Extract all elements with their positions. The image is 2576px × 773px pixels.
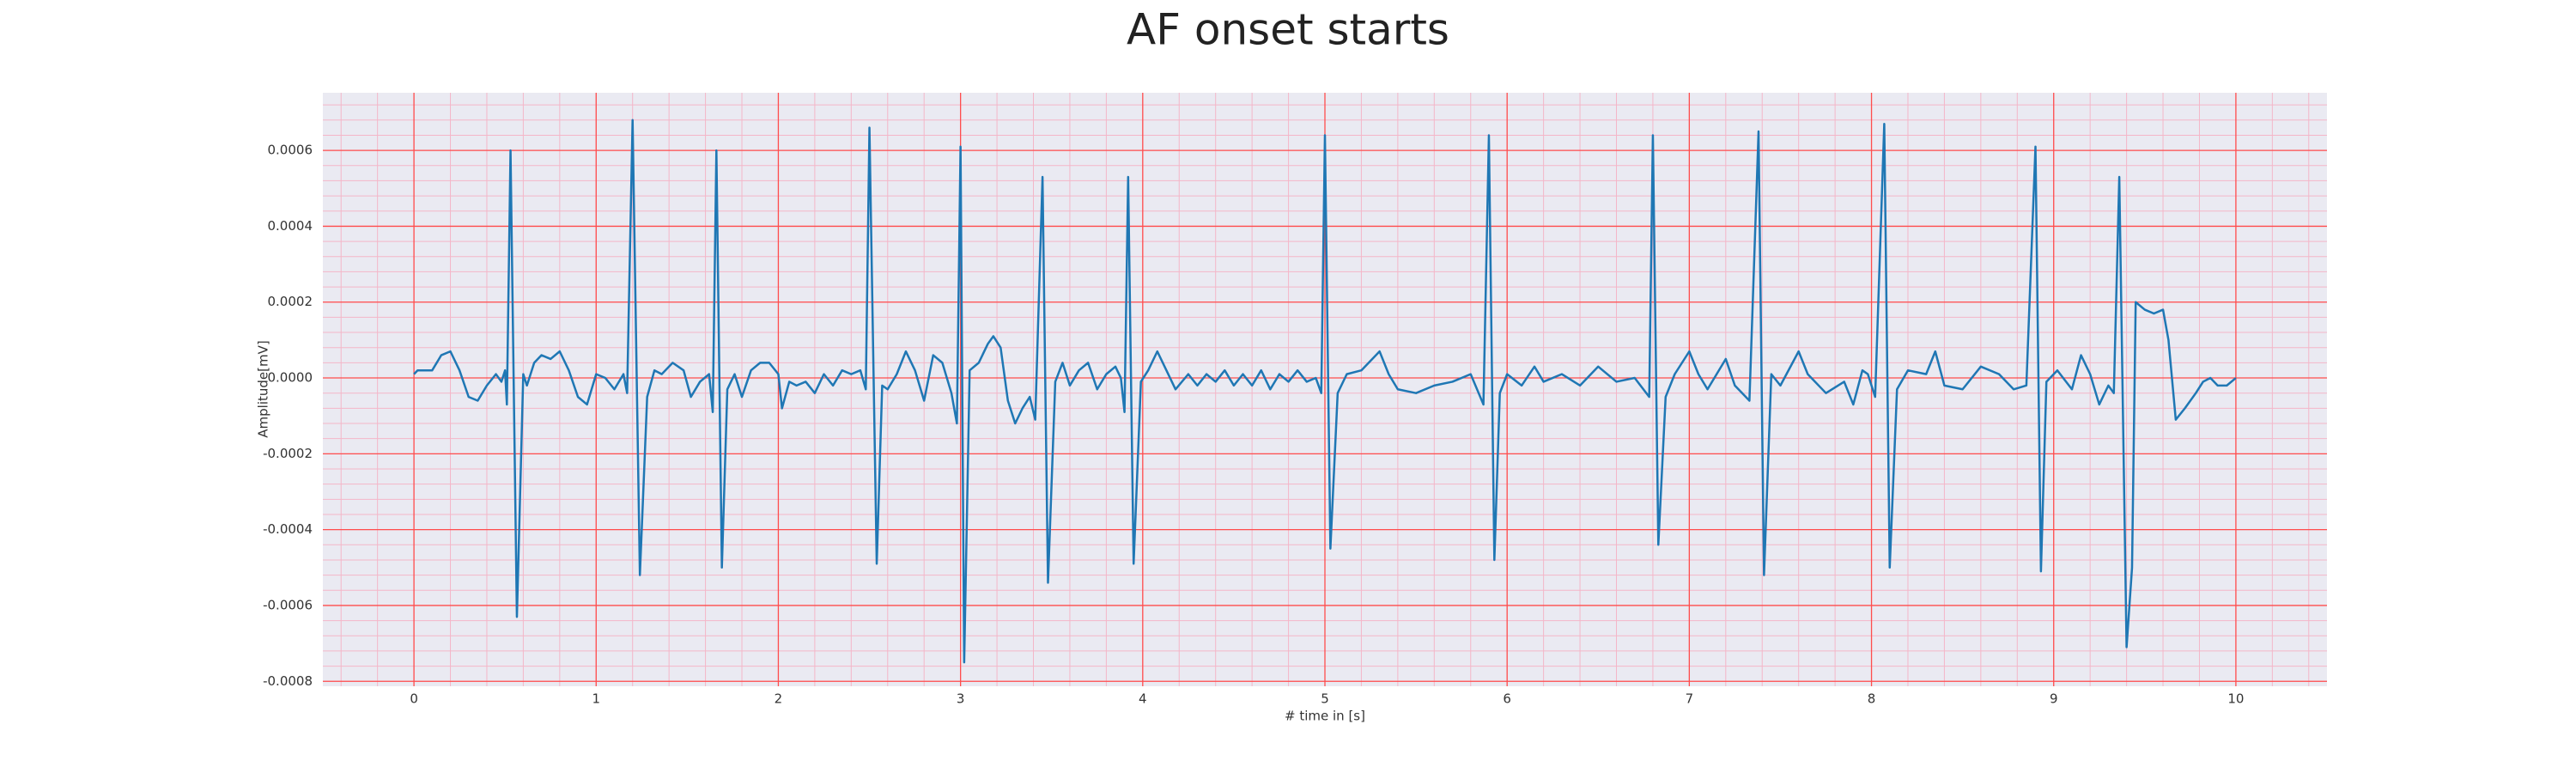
ecg-line	[413, 119, 2237, 664]
y-tick-label: 0.0000	[268, 370, 313, 386]
y-axis-label: Amplitude[mV]	[256, 340, 271, 437]
y-tick-label: 0.0004	[268, 218, 313, 234]
y-tick-label: -0.0008	[263, 673, 313, 689]
x-tick-label: 4	[1139, 691, 1147, 707]
x-tick-label: 1	[592, 691, 600, 707]
grid	[323, 93, 2327, 686]
x-tick-label: 8	[1868, 691, 1876, 707]
x-tick-label: 9	[2050, 691, 2058, 707]
x-tick-label: 6	[1503, 691, 1511, 707]
x-axis-label: # time in [s]	[1285, 709, 1365, 724]
x-tick-label: 2	[775, 691, 783, 707]
x-tick-label: 3	[957, 691, 965, 707]
x-tick-label: 10	[2227, 691, 2244, 707]
chart-title: AF onset starts	[1127, 5, 1449, 55]
y-tick-label: -0.0002	[263, 446, 313, 461]
x-tick-label: 5	[1321, 691, 1329, 707]
y-tick-label: 0.0002	[268, 294, 313, 309]
x-tick-label: 0	[410, 691, 418, 707]
x-tick-label: 7	[1686, 691, 1694, 707]
y-tick-label: -0.0006	[263, 597, 313, 612]
y-tick-label: -0.0004	[263, 521, 313, 537]
y-tick-label: 0.0006	[268, 143, 313, 158]
